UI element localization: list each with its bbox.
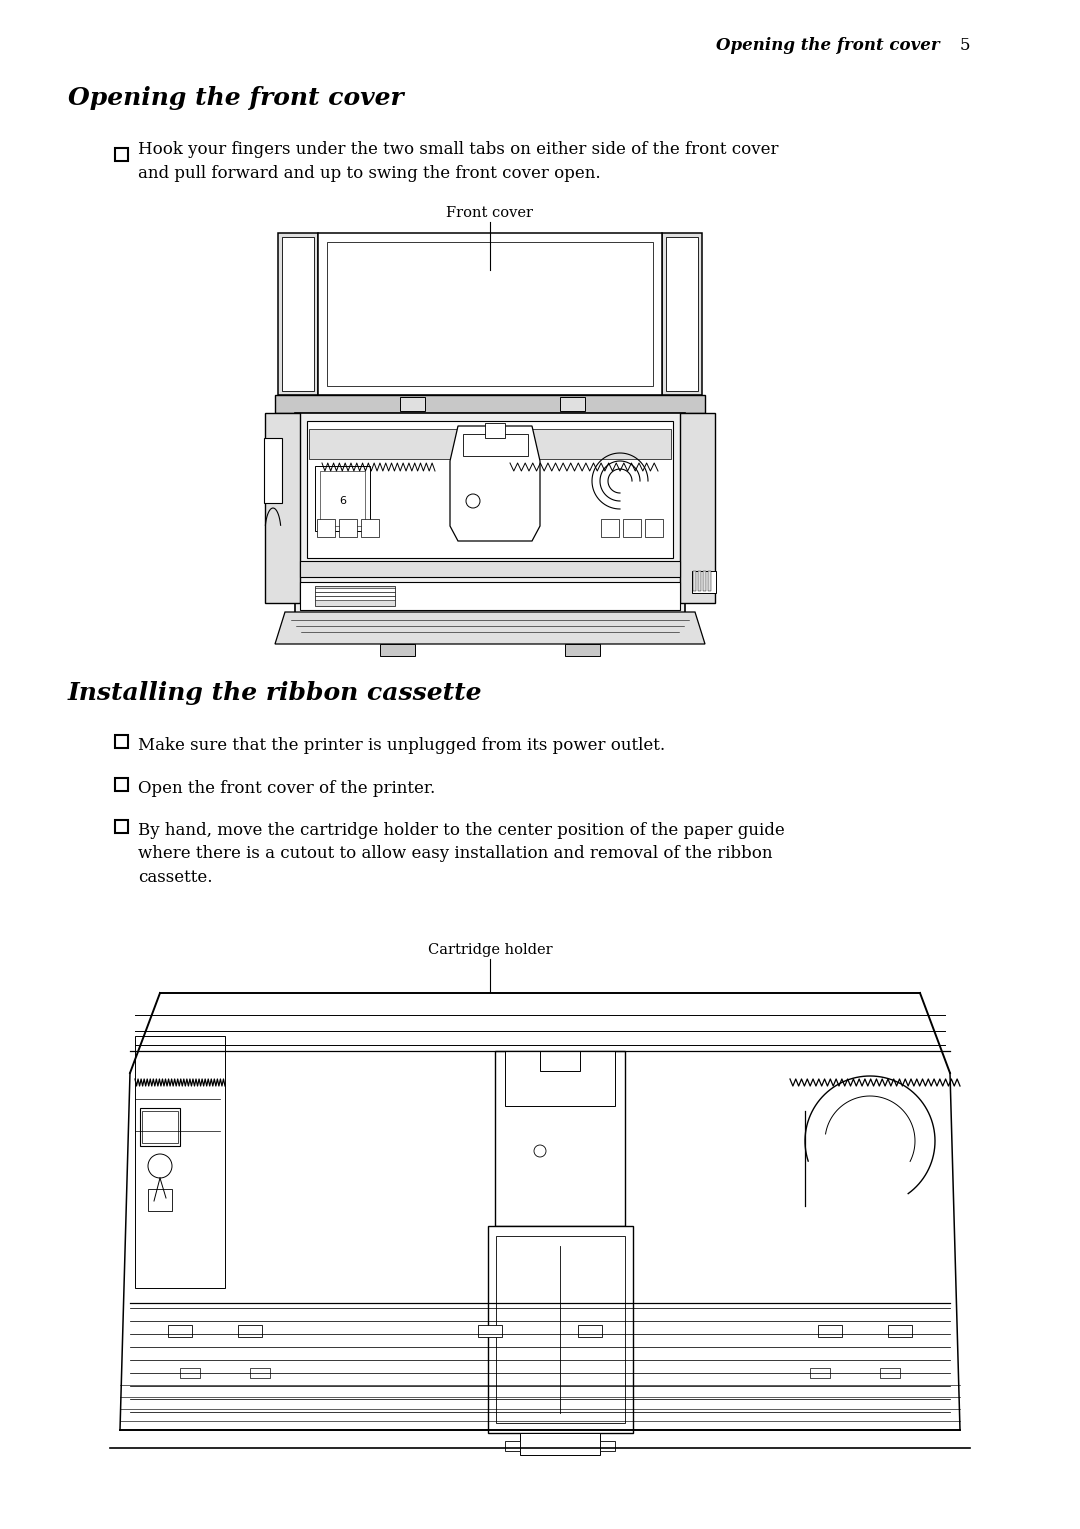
Bar [180,1368,200,1378]
Bar [380,644,415,656]
Bar [505,1440,519,1451]
Bar [264,437,282,503]
Bar [249,1368,270,1378]
Text: Open the front cover of the printer.: Open the front cover of the printer. [138,780,435,797]
Bar [810,1368,831,1378]
Bar [114,735,129,748]
Bar [300,561,680,576]
Bar [519,1433,600,1456]
Bar [485,424,505,437]
Bar [561,398,585,411]
Bar [309,430,671,459]
Bar [295,413,685,613]
Bar [318,232,662,394]
Text: Installing the ribbon cassette: Installing the ribbon cassette [68,680,483,705]
Polygon shape [275,612,705,644]
Bar [168,1326,192,1336]
Bar [488,1226,633,1433]
Bar [600,1440,615,1451]
Bar [315,589,395,592]
Bar [623,518,642,537]
Bar [693,570,696,592]
Text: Opening the front cover: Opening the front cover [68,86,404,110]
Bar [880,1368,900,1378]
Text: Cartridge holder: Cartridge holder [428,943,552,957]
Bar [578,1326,602,1336]
Bar [463,434,528,456]
Bar [114,820,129,833]
Bar [680,413,715,602]
Bar [708,570,711,592]
Bar [339,518,357,537]
Polygon shape [282,237,314,391]
Circle shape [534,1145,546,1157]
Bar [698,570,701,592]
Text: Front cover: Front cover [446,206,534,220]
Bar [300,583,680,610]
Polygon shape [666,237,698,391]
Bar [703,570,706,592]
Bar [315,596,395,599]
Text: 6: 6 [339,495,347,506]
Bar [318,518,335,537]
Bar [141,1112,178,1144]
Bar [315,592,395,596]
Bar [600,518,619,537]
Bar [238,1326,262,1336]
Bar [818,1326,842,1336]
Bar [148,1190,172,1211]
Bar [495,1050,625,1226]
Bar [400,398,426,411]
Bar [361,518,379,537]
Bar [327,242,653,385]
Polygon shape [662,232,702,394]
Bar [265,413,300,602]
Bar [320,471,365,526]
Bar [275,394,705,413]
Text: 5: 5 [960,37,971,54]
Bar [692,570,716,593]
Text: Hook your fingers under the two small tabs on either side of the front cover
and: Hook your fingers under the two small ta… [138,141,779,182]
Bar [315,466,370,531]
Bar [307,420,673,558]
Bar [315,586,395,605]
Polygon shape [278,232,318,394]
Text: Make sure that the printer is unplugged from its power outlet.: Make sure that the printer is unplugged … [138,737,665,754]
Bar [135,1037,225,1287]
Bar [645,518,663,537]
Bar [114,148,129,161]
Bar [478,1326,502,1336]
Bar [565,644,600,656]
Bar [888,1326,912,1336]
Text: Opening the front cover: Opening the front cover [716,37,940,54]
Bar [505,1050,615,1105]
Bar [114,778,129,790]
Bar [496,1235,625,1423]
Bar [540,1050,580,1070]
Bar [140,1109,180,1147]
Polygon shape [450,427,540,541]
Text: By hand, move the cartridge holder to the center position of the paper guide
whe: By hand, move the cartridge holder to th… [138,823,785,885]
